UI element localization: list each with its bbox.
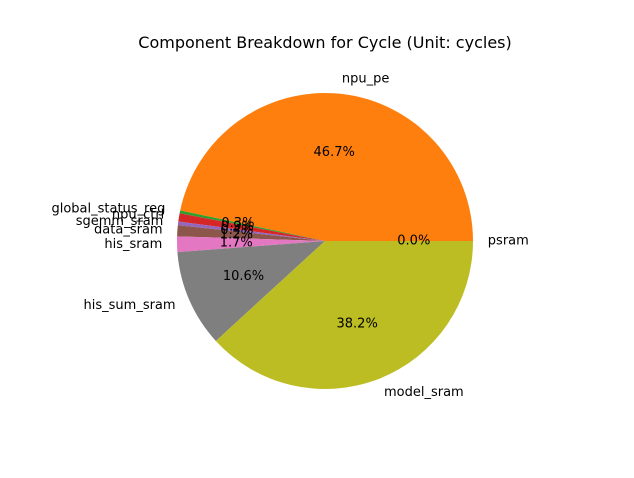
slice-percent-npu-ctrl: 0.9% xyxy=(221,219,254,234)
slice-label-data-sram: data_sram xyxy=(94,222,163,237)
slice-percent-model-sram: 38.2% xyxy=(337,316,378,331)
slice-label-psram: psram xyxy=(488,234,529,249)
slice-label-npu-ctrl: npu_ctrl xyxy=(112,208,164,223)
slice-percent-npu-pe: 46.7% xyxy=(314,145,355,160)
chart-title: Component Breakdown for Cycle (Unit: cyc… xyxy=(138,33,511,52)
slice-his-sum-sram xyxy=(177,241,325,341)
slice-sgemm-sram xyxy=(177,221,325,241)
slice-label-model-sram: model_sram xyxy=(384,385,464,400)
slice-label-his-sum-sram: his_sum_sram xyxy=(84,298,176,313)
slice-percent-psram: 0.0% xyxy=(397,234,430,249)
slice-percent-labels: 0.0% 46.7% 0.3%0.9%0.4%1.2%1.7% 10.6% 38.2% xyxy=(220,145,431,331)
slice-percent-global-status-reg: 0.3% xyxy=(221,216,254,231)
slice-percent-his-sram: 1.7% xyxy=(220,235,253,250)
slice-npu-pe xyxy=(180,93,473,241)
slice-data-sram xyxy=(177,225,325,241)
slice-label-npu-pe: npu_pe xyxy=(342,72,389,87)
slice-model-sram xyxy=(215,241,473,389)
slice-global-status-reg xyxy=(179,210,325,241)
pie-slices xyxy=(177,93,473,389)
slice-percent-sgemm-sram: 0.4% xyxy=(220,223,253,238)
slice-percent-his-sum-sram: 10.6% xyxy=(223,269,264,284)
slice-percent-data-sram: 1.2% xyxy=(220,227,253,242)
slice-label-global-status-reg: global_status_reg xyxy=(51,201,165,216)
slice-label-his-sram: his_sram xyxy=(104,237,162,252)
slice-labels: psram npu_pe global_status_regnpu_ctrlsgem… xyxy=(51,72,528,401)
slice-his-sram xyxy=(177,236,325,253)
slice-label-sgemm-sram: sgemm_sram xyxy=(76,214,164,229)
slice-npu-ctrl xyxy=(178,213,325,241)
